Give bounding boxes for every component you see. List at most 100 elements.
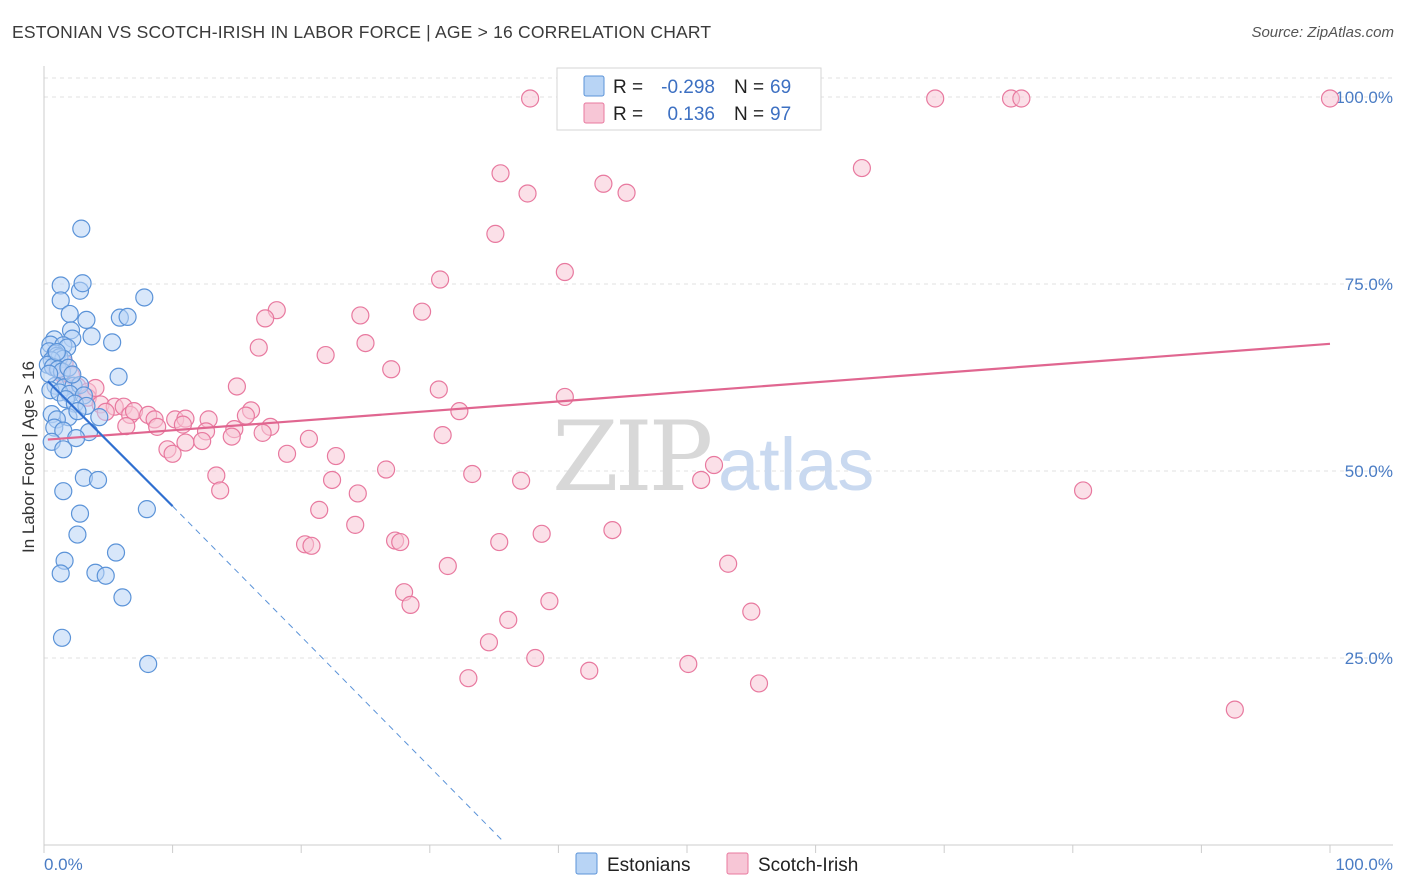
estonian-point-3 — [73, 274, 92, 293]
estonian-point-63 — [52, 628, 72, 647]
estonian-point-43 — [90, 408, 109, 427]
legend-r-value-scotch-irish: 0.136 — [667, 104, 715, 125]
scotch-irish-point-19 — [249, 338, 268, 357]
scotch-irish-point-53 — [253, 423, 272, 442]
grid-lines — [44, 77, 1393, 659]
scotch-irish-point-65 — [704, 455, 724, 475]
scotch-irish-point-60 — [277, 444, 297, 463]
scotch-irish-point-7 — [852, 158, 871, 178]
scotch-irish-point-61 — [326, 446, 346, 466]
scotch-irish-point-87 — [499, 610, 518, 629]
scotch-irish-point-85 — [540, 592, 559, 611]
scotch-irish-point-78 — [490, 532, 509, 552]
estonian-point-55 — [70, 504, 90, 523]
bottom-legend: Estonians Scotch-Irish — [575, 852, 858, 876]
watermark-atlas: atlas — [718, 423, 874, 506]
estonian-trend-line — [47, 380, 174, 507]
y-tick-label-50: 50.0% — [1345, 462, 1393, 481]
scotch-irish-point-69 — [348, 484, 367, 503]
scotch-irish-point-93 — [749, 674, 769, 693]
scotch-irish-point-70 — [211, 481, 230, 500]
bottom-legend-swatch-scotch-irish — [726, 852, 749, 875]
scotch-irish-point-92 — [459, 669, 478, 688]
scotch-irish-point-64 — [463, 464, 482, 484]
scotch-irish-point-16 — [256, 309, 275, 328]
scotch-irish-point-63 — [207, 466, 226, 485]
scotch-irish-point-11 — [617, 183, 636, 202]
estonian-point-68 — [63, 365, 82, 384]
estonian-point-5 — [51, 291, 70, 310]
scotch-irish-point-81 — [438, 556, 457, 576]
estonian-point-62 — [113, 588, 132, 607]
scotch-irish-point-73 — [346, 515, 365, 534]
scotch-irish-point-22 — [382, 360, 401, 379]
bottom-legend-label-scotch-irish: Scotch-Irish — [758, 855, 858, 876]
legend: R = -0.298 N = 69 R = 0.136 N = 97 — [556, 67, 822, 131]
y-tick-labels: 25.0% 50.0% 75.0% 100.0% — [1335, 88, 1393, 668]
scotch-irish-point-77 — [391, 532, 410, 552]
scotch-irish-point-28 — [227, 377, 246, 396]
scotch-irish-point-54 — [433, 425, 452, 445]
estonian-point-0 — [72, 219, 91, 238]
scotch-irish-point-17 — [351, 306, 370, 325]
scotch-irish-point-80 — [302, 536, 321, 555]
scotch-irish-point-88 — [479, 633, 499, 652]
scotch-irish-point-45 — [450, 402, 469, 421]
scotch-irish-point-29 — [429, 380, 448, 399]
estonian-point-6 — [60, 304, 79, 324]
scotch-irish-point-71 — [1073, 481, 1093, 500]
scotch-irish-point-9 — [594, 174, 613, 193]
y-tick-label-25: 25.0% — [1345, 649, 1393, 668]
y-tick-label-75: 75.0% — [1345, 275, 1393, 294]
scotch-irish-point-20 — [356, 333, 375, 353]
estonian-point-53 — [54, 482, 73, 501]
scotch-irish-point-6 — [1320, 89, 1340, 108]
scotch-irish-point-86 — [742, 602, 761, 621]
estonian-point-28 — [109, 367, 128, 386]
estonian-point-7 — [77, 310, 96, 330]
scotch-irish-point-5 — [1012, 89, 1031, 108]
trend-lines — [47, 342, 1331, 842]
estonian-point-60 — [51, 564, 70, 583]
legend-r-label-scotch-irish: R = — [613, 104, 643, 125]
estonian-point-11 — [82, 327, 101, 346]
legend-swatch-scotch-irish — [583, 102, 605, 124]
bottom-legend-swatch-estonians — [575, 852, 598, 875]
scotch-irish-point-89 — [526, 648, 545, 668]
estonian-point-4 — [135, 288, 154, 307]
scotch-irish-point-68 — [322, 470, 342, 490]
x-tick-label-max: 100.0% — [1335, 855, 1393, 874]
chart-title: ESTONIAN VS SCOTCH-IRISH IN LABOR FORCE … — [12, 22, 712, 42]
scotch-irish-point-67 — [512, 471, 531, 490]
scotch-irish-point-0 — [521, 89, 540, 108]
estonian-trend-extension — [172, 505, 504, 842]
legend-r-label-estonians: R = — [613, 77, 643, 98]
scotch-irish-point-3 — [926, 89, 945, 108]
estonian-point-66 — [40, 364, 59, 383]
estonian-point-61 — [96, 566, 115, 585]
scotch-irish-point-74 — [603, 520, 622, 540]
scotch-irish-point-62 — [376, 460, 396, 479]
estonian-point-65 — [47, 342, 66, 362]
scotch-irish-point-72 — [310, 500, 329, 519]
scotch-irish-point-10 — [518, 184, 537, 203]
axes — [43, 66, 1393, 853]
scotch-irish-point-52 — [299, 429, 319, 448]
scotch-irish-point-59 — [163, 444, 182, 463]
scotch-irish-point-91 — [679, 654, 698, 674]
source-label: Source: ZipAtlas.com — [1251, 24, 1394, 41]
bottom-legend-label-estonians: Estonians — [607, 855, 690, 876]
scotch-irish-point-56 — [193, 431, 212, 451]
scotch-irish-point-21 — [316, 345, 335, 365]
estonian-point-56 — [68, 525, 87, 544]
scotch-irish-point-18 — [412, 302, 432, 321]
y-tick-label-100: 100.0% — [1335, 88, 1393, 107]
legend-n-value-scotch-irish: 97 — [770, 104, 791, 125]
scotch-irish-point-12 — [486, 224, 505, 243]
scotch-irish-point-90 — [580, 661, 599, 680]
scotch-irish-point-44 — [236, 406, 256, 425]
estonian-point-52 — [88, 470, 108, 490]
scotch-irish-point-57 — [222, 427, 241, 446]
scotch-irish-point-84 — [401, 595, 420, 614]
